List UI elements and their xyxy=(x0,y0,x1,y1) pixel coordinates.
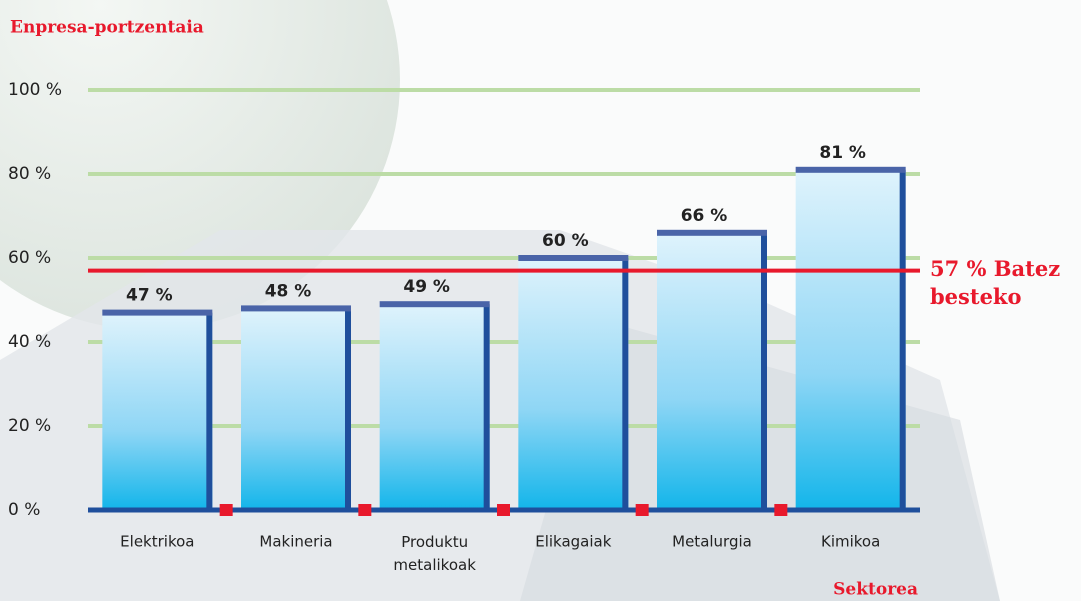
bar-top xyxy=(380,301,490,307)
y-axis-label: Enpresa-portzentaia xyxy=(10,18,204,38)
x-axis-label: Sektorea xyxy=(833,580,918,600)
bar-edge xyxy=(345,308,351,510)
bar-top xyxy=(241,305,351,311)
bar-top xyxy=(518,255,628,261)
value-label: 48 % xyxy=(265,281,312,301)
y-tick-label: 100 % xyxy=(8,80,62,100)
separator xyxy=(497,504,510,516)
reference-label: besteko xyxy=(930,284,1022,309)
bar-top xyxy=(657,230,767,236)
bar-edge xyxy=(622,258,628,510)
value-label: 47 % xyxy=(126,286,173,306)
x-tick-label: Makineria xyxy=(259,533,332,551)
separator xyxy=(358,504,371,516)
x-tick-label: Elikagaiak xyxy=(535,533,612,551)
value-label: 49 % xyxy=(403,277,450,297)
value-label: 66 % xyxy=(681,206,728,226)
x-tick-label: Elektrikoa xyxy=(120,533,194,551)
value-label: 60 % xyxy=(542,231,589,251)
bar-top xyxy=(102,310,212,316)
bar-edge xyxy=(900,170,906,510)
bar xyxy=(380,304,490,510)
separator xyxy=(636,504,649,516)
y-tick-label: 80 % xyxy=(8,164,51,184)
bar xyxy=(657,233,767,510)
chart: Enpresa-portzentaia Sektorea 0 % 20 % 40 %… xyxy=(0,0,1081,601)
separator xyxy=(220,504,233,516)
bar-top xyxy=(796,167,906,173)
reference-label: 57 % Batez xyxy=(930,256,1060,281)
x-tick-label: Kimikoa xyxy=(821,533,880,551)
bar xyxy=(102,313,212,510)
separator xyxy=(774,504,787,516)
y-tick-label: 0 % xyxy=(8,500,40,520)
y-tick-label: 20 % xyxy=(8,416,51,436)
bar-edge xyxy=(206,313,212,510)
bar-edge xyxy=(484,304,490,510)
y-tick-label: 40 % xyxy=(8,332,51,352)
bar xyxy=(241,308,351,510)
bar xyxy=(796,170,906,510)
bar xyxy=(518,258,628,510)
x-tick-label: Metalurgia xyxy=(672,533,752,551)
y-tick-label: 60 % xyxy=(8,248,51,268)
value-label: 81 % xyxy=(819,143,866,163)
bar-edge xyxy=(761,233,767,510)
